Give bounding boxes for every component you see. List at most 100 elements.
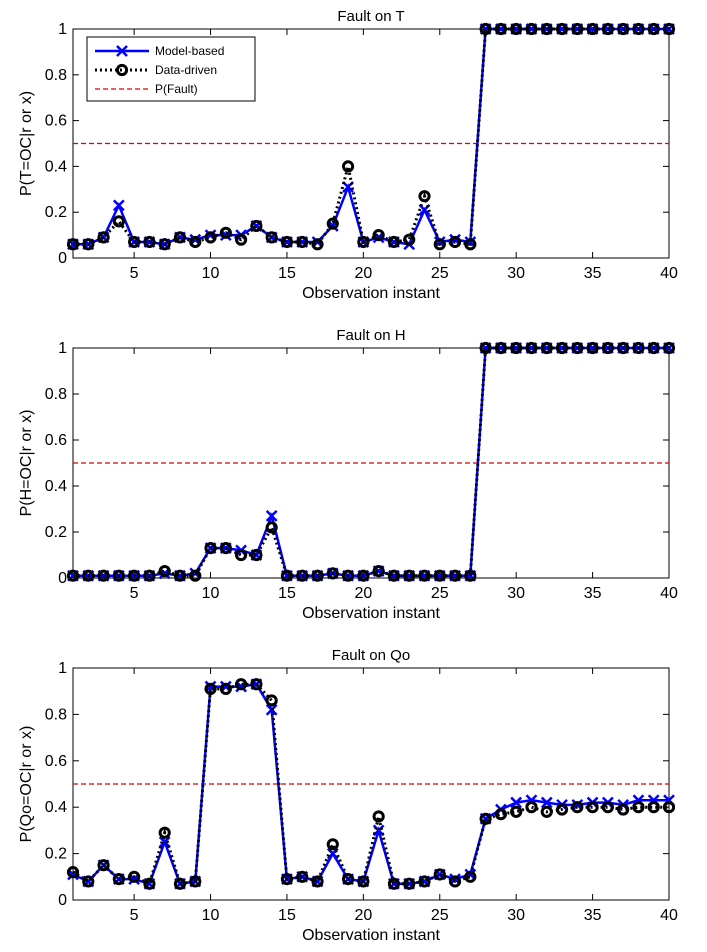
data-point (662, 22, 676, 36)
y-tick-label: 0.6 (45, 432, 67, 449)
data-point (296, 870, 309, 883)
data-point (280, 235, 294, 249)
data-point (112, 873, 125, 886)
data-point (647, 801, 660, 814)
x-tick-label: 40 (660, 265, 678, 282)
data-point (265, 521, 278, 534)
data-point (341, 160, 355, 173)
data-point (586, 22, 599, 36)
data-point (204, 542, 217, 555)
data-point (357, 569, 370, 582)
data-point (280, 569, 294, 582)
x-tick-label: 30 (507, 907, 525, 924)
data-point (601, 801, 614, 814)
data-point (510, 22, 523, 36)
data-point (235, 233, 248, 246)
data-point (571, 22, 584, 36)
data-point (250, 548, 263, 562)
data-point (341, 873, 355, 886)
data-point (647, 22, 660, 36)
data-point (173, 569, 187, 582)
data-point (66, 866, 80, 879)
data-point (510, 805, 523, 818)
data-point (662, 341, 676, 355)
data-point (494, 341, 507, 355)
data-point (128, 569, 141, 582)
data-point (204, 682, 217, 695)
x-tick-label: 10 (202, 907, 220, 924)
data-point (189, 235, 202, 249)
data-point (540, 796, 553, 809)
x-tick-label: 25 (431, 907, 449, 924)
data-point (265, 231, 278, 244)
data-point (82, 569, 95, 582)
data-point (632, 341, 645, 355)
data-point (112, 569, 125, 582)
chart-panel-3: Fault on Qo 5 10 15 20 25 30 35 40 0 0.2 0.4 0.6 0.8 1… (18, 647, 678, 944)
data-point (265, 510, 278, 522)
data-point (173, 877, 187, 890)
data-point (433, 569, 446, 582)
data-point (189, 569, 202, 582)
data-point (403, 233, 416, 246)
data-point (372, 565, 385, 578)
data-point (250, 219, 263, 233)
data-point (204, 231, 217, 244)
data-point (433, 868, 446, 881)
data-point (403, 877, 416, 890)
x-tick-label: 15 (278, 907, 296, 924)
data-point (418, 875, 431, 888)
chart-panel-1: Fault on T 5 10 15 20 25 30 35 40 0 0.2 0.4 0.6 0.8 1 O… (18, 8, 678, 302)
y-tick-label: 1 (58, 21, 67, 38)
data-point (235, 678, 248, 691)
data-point (112, 215, 125, 228)
data-point (464, 238, 477, 251)
data-point (555, 803, 569, 816)
data-point (189, 875, 202, 888)
x-axis-label: Observation instant (302, 285, 440, 302)
data-point (326, 217, 339, 230)
data-point (525, 801, 538, 814)
series-data-driven (66, 341, 676, 582)
data-point (464, 569, 477, 582)
data-point (173, 231, 187, 244)
x-tick-label: 40 (660, 585, 678, 602)
data-point (448, 569, 462, 582)
data-point (479, 22, 492, 36)
data-point (372, 229, 385, 242)
y-tick-label: 0.8 (45, 67, 67, 84)
data-point (617, 803, 630, 816)
y-tick-label: 0.2 (45, 846, 67, 863)
data-point (219, 542, 232, 555)
legend-marker (116, 45, 128, 57)
x-tick-label: 25 (431, 265, 449, 282)
chart-panel-2: Fault on H 5 10 15 20 25 30 35 40 0 0.2 0.4 0.6 0.8 1 O… (18, 327, 678, 622)
x-tick-label: 10 (202, 585, 220, 602)
data-point (387, 877, 401, 890)
data-point (128, 235, 141, 249)
y-tick-label: 0.2 (45, 204, 67, 221)
data-point (647, 341, 660, 355)
data-point (448, 875, 462, 888)
data-point (219, 226, 232, 239)
data-point (403, 569, 416, 582)
series-line (73, 346, 669, 578)
x-tick-label: 30 (507, 265, 525, 282)
data-point (311, 569, 324, 582)
data-point (632, 22, 645, 36)
data-point (128, 870, 141, 883)
y-tick-label: 0.4 (45, 158, 67, 175)
data-point (555, 22, 569, 36)
data-point (479, 812, 492, 825)
legend-marker (115, 63, 129, 77)
data-point (387, 569, 401, 582)
data-point (387, 235, 401, 249)
data-point (571, 801, 584, 814)
data-point (112, 199, 125, 212)
y-axis-label: P(T=OC|r or x) (18, 91, 35, 196)
y-tick-label: 0.6 (45, 113, 67, 130)
y-tick-label: 0 (58, 570, 67, 587)
data-point (601, 22, 614, 36)
y-tick-label: 0 (58, 892, 67, 909)
x-tick-label: 5 (130, 265, 139, 282)
